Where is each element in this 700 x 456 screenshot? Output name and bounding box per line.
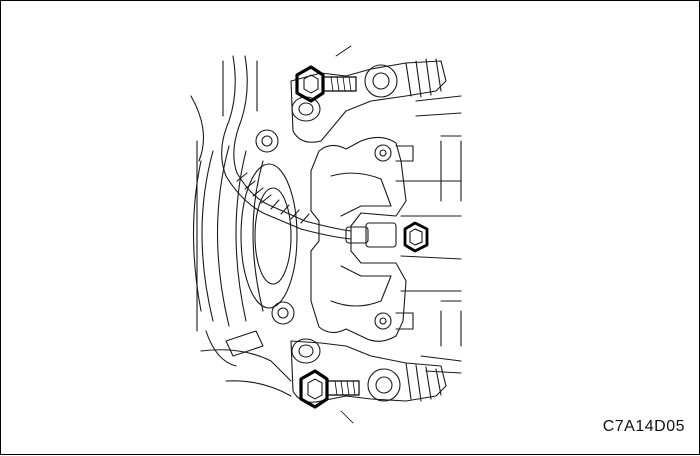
knuckle-lines [200, 95, 462, 397]
upper-guide-bolt [295, 45, 357, 103]
bracket-bottom [290, 338, 447, 403]
brake-hose [221, 55, 397, 248]
lower-guide-bolt [299, 369, 360, 424]
figure-code-label: C7A14D05 [602, 418, 685, 435]
bracket-top [290, 58, 447, 143]
hub-rotor [190, 95, 298, 367]
caliper-body [310, 136, 414, 342]
brake-hose-bolt [403, 221, 429, 253]
